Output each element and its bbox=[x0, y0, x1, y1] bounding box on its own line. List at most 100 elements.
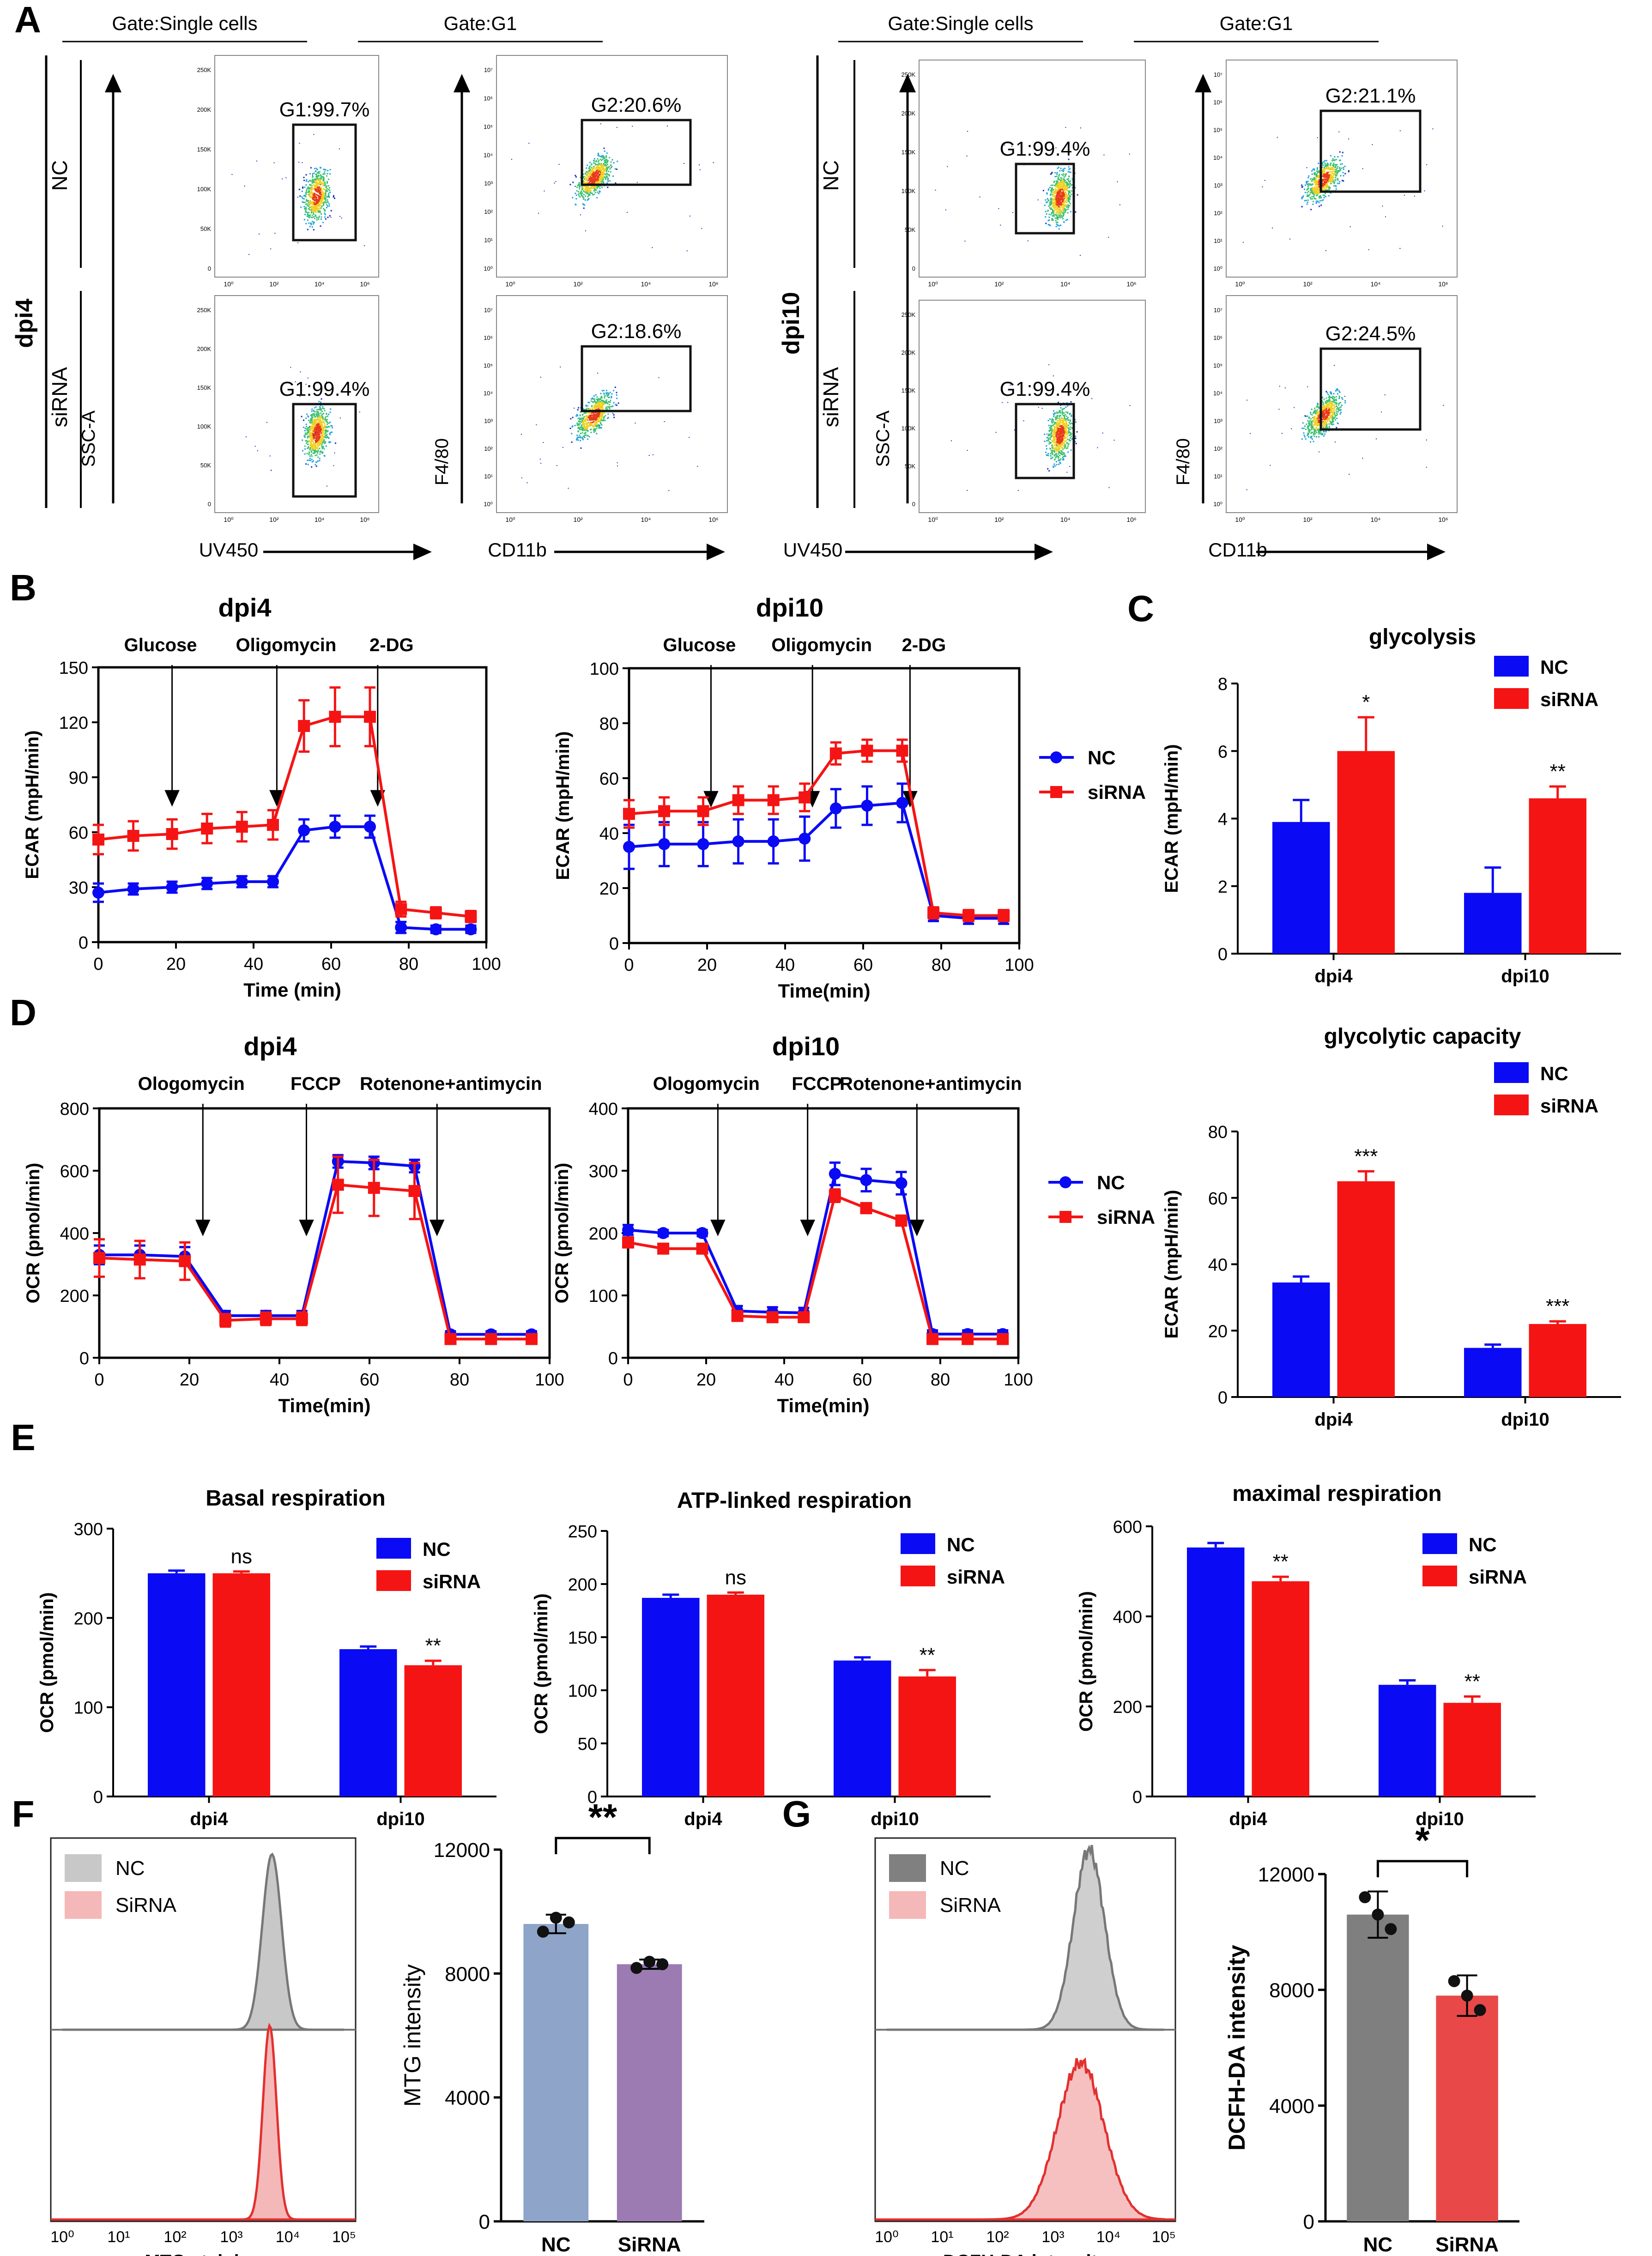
flow-event bbox=[1067, 447, 1068, 449]
flow-y-tick: 250K bbox=[902, 311, 916, 318]
flow-event bbox=[321, 428, 323, 429]
flow-event bbox=[1331, 167, 1333, 169]
flow-event bbox=[1055, 214, 1057, 216]
flow-y-tick: 10⁵ bbox=[1213, 127, 1222, 133]
flow-event bbox=[1047, 224, 1049, 226]
flow-event bbox=[327, 169, 329, 171]
flow-event bbox=[604, 395, 605, 397]
flow-event bbox=[310, 435, 312, 436]
flow-y-tick: 50K bbox=[905, 226, 915, 233]
flow-event bbox=[1311, 184, 1313, 186]
flow-event bbox=[1307, 194, 1308, 196]
flow-event bbox=[1047, 198, 1048, 200]
flow-event bbox=[1337, 156, 1339, 157]
flow-event bbox=[364, 245, 365, 246]
flow-event bbox=[1056, 442, 1058, 443]
flow-event bbox=[314, 450, 315, 452]
flow-event bbox=[1063, 425, 1065, 427]
flow-event bbox=[318, 438, 320, 440]
flow-event bbox=[601, 169, 603, 170]
flow-event bbox=[585, 429, 587, 431]
flow-event bbox=[1066, 219, 1068, 221]
flow-event bbox=[1051, 212, 1053, 214]
flow-event bbox=[1047, 440, 1049, 442]
flow-event bbox=[1063, 210, 1065, 212]
flow-event bbox=[1055, 205, 1057, 206]
flow-event bbox=[1011, 145, 1012, 147]
flow-event bbox=[1060, 421, 1062, 423]
flow-event bbox=[587, 196, 589, 198]
flow-x-tick: 10² bbox=[574, 516, 583, 523]
flow-event bbox=[599, 407, 601, 409]
flow-event bbox=[964, 241, 966, 242]
flow-event bbox=[318, 442, 320, 444]
panel-letter-f: F bbox=[12, 1793, 35, 1834]
flow-event bbox=[1071, 423, 1072, 424]
flow-event bbox=[321, 202, 323, 204]
flow-event bbox=[1058, 435, 1059, 436]
cd11b-arrow-head bbox=[1427, 544, 1446, 560]
flow-event bbox=[1054, 172, 1056, 174]
flow-event bbox=[1312, 179, 1314, 181]
flow-event bbox=[590, 423, 592, 425]
flow-event bbox=[1059, 431, 1061, 433]
flow-event bbox=[1324, 160, 1326, 162]
flow-event bbox=[319, 406, 321, 408]
flow-event bbox=[1322, 189, 1324, 191]
flow-event bbox=[309, 209, 310, 211]
flow-event bbox=[598, 167, 599, 169]
flow-event bbox=[582, 414, 584, 416]
flow-event bbox=[320, 442, 322, 444]
flow-event bbox=[319, 171, 321, 173]
flow-event bbox=[1071, 427, 1073, 429]
flow-event bbox=[1050, 425, 1052, 426]
flow-event bbox=[595, 189, 597, 191]
flow-event bbox=[604, 150, 605, 152]
flow-event bbox=[598, 159, 600, 161]
flow-event bbox=[1060, 420, 1062, 422]
flow-event bbox=[326, 175, 327, 177]
flow-event bbox=[578, 194, 580, 196]
flow-event bbox=[589, 424, 591, 426]
flow-event bbox=[327, 435, 328, 437]
flow-event bbox=[1056, 423, 1057, 424]
flow-event bbox=[584, 173, 586, 174]
flow-event bbox=[327, 416, 328, 417]
flow-event bbox=[320, 401, 321, 403]
flow-event bbox=[595, 418, 597, 420]
flow-event bbox=[1052, 453, 1053, 454]
flow-event bbox=[1064, 179, 1065, 181]
flow-event bbox=[1063, 213, 1065, 215]
flow-event bbox=[308, 432, 309, 434]
flow-event bbox=[305, 440, 307, 442]
flow-event bbox=[1061, 192, 1063, 194]
flow-event bbox=[1056, 175, 1058, 177]
flow-event bbox=[1329, 171, 1331, 173]
flow-event bbox=[595, 182, 597, 184]
flow-event bbox=[998, 208, 999, 209]
flow-event bbox=[1051, 419, 1053, 421]
flow-event bbox=[1325, 175, 1327, 177]
flow-event bbox=[1067, 405, 1069, 407]
flow-event bbox=[584, 420, 586, 422]
flow-event bbox=[1327, 186, 1329, 187]
flow-event bbox=[1334, 169, 1336, 170]
flow-event bbox=[326, 196, 327, 198]
flow-y-tick: 10⁴ bbox=[1213, 154, 1222, 161]
flow-event bbox=[1323, 176, 1325, 178]
flow-event bbox=[300, 371, 301, 373]
flow-event bbox=[599, 401, 601, 403]
flow-event bbox=[601, 159, 602, 161]
flow-event bbox=[1068, 439, 1070, 441]
flow-event bbox=[1059, 207, 1061, 209]
flow-event bbox=[686, 250, 688, 252]
flow-event bbox=[603, 416, 605, 417]
flow-event bbox=[1053, 466, 1054, 468]
flow-y-tick: 10⁴ bbox=[484, 390, 493, 397]
flow-event bbox=[1062, 201, 1064, 203]
flow-event bbox=[1067, 436, 1069, 438]
flow-event bbox=[307, 428, 309, 429]
flow-event bbox=[1057, 431, 1059, 433]
flow-event bbox=[1059, 443, 1061, 445]
flow-event bbox=[604, 402, 605, 404]
